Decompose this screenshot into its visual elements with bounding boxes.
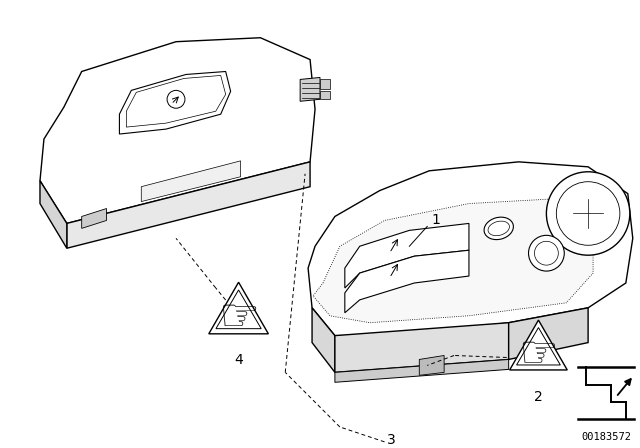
Polygon shape (67, 162, 310, 248)
Polygon shape (312, 308, 335, 372)
Ellipse shape (488, 221, 509, 236)
Polygon shape (509, 308, 588, 359)
Polygon shape (209, 282, 268, 334)
Ellipse shape (484, 217, 513, 240)
Text: 00183572: 00183572 (581, 432, 631, 442)
Polygon shape (320, 91, 330, 99)
Polygon shape (308, 162, 633, 336)
Polygon shape (345, 250, 469, 313)
Text: 2: 2 (534, 390, 543, 404)
Polygon shape (509, 320, 567, 370)
Polygon shape (300, 78, 320, 101)
Text: 1: 1 (431, 213, 440, 228)
Polygon shape (345, 224, 469, 288)
Circle shape (547, 172, 630, 255)
Circle shape (534, 241, 558, 265)
Polygon shape (516, 327, 561, 365)
Polygon shape (216, 290, 261, 329)
Polygon shape (141, 161, 241, 202)
Polygon shape (82, 208, 106, 228)
Text: 4: 4 (234, 353, 243, 366)
Polygon shape (126, 75, 226, 127)
Polygon shape (40, 181, 67, 248)
Polygon shape (419, 355, 444, 375)
Polygon shape (120, 72, 230, 134)
Text: 3: 3 (387, 433, 396, 447)
Polygon shape (320, 79, 330, 89)
Text: ☞: ☞ (218, 296, 259, 341)
Circle shape (556, 182, 620, 245)
Polygon shape (335, 323, 509, 372)
Text: ☞: ☞ (518, 333, 558, 376)
Polygon shape (313, 198, 593, 323)
Polygon shape (40, 38, 315, 224)
Polygon shape (335, 359, 509, 382)
Circle shape (529, 235, 564, 271)
